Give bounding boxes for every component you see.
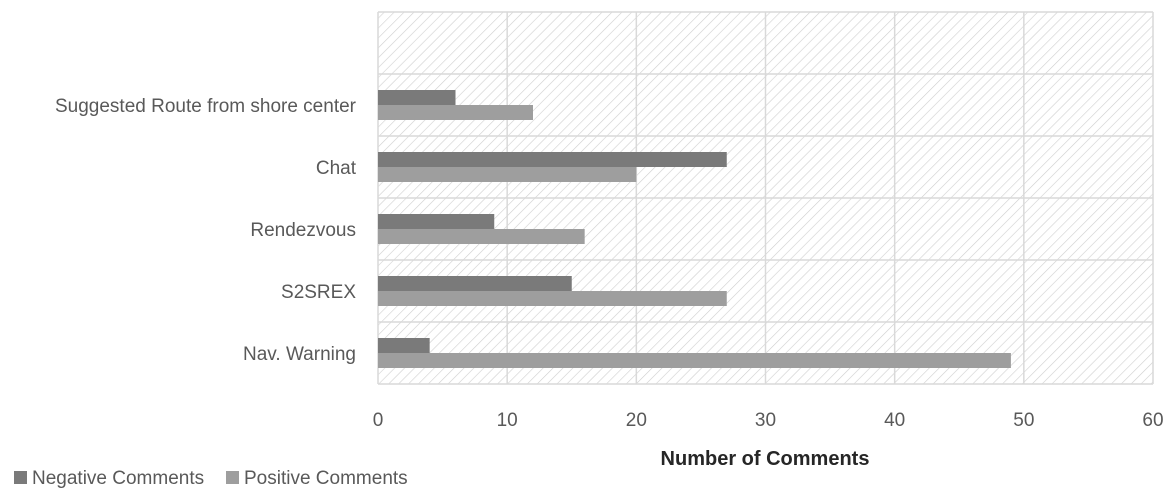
legend-swatch — [14, 471, 27, 484]
legend-label: Positive Comments — [244, 468, 408, 489]
bar-negative — [378, 338, 430, 353]
bar-negative — [378, 90, 456, 105]
category-label: S2SREX — [281, 282, 356, 303]
bar-negative — [378, 214, 495, 229]
category-label: Suggested Route from shore center — [55, 96, 357, 117]
bar-negative — [378, 152, 727, 167]
x-tick-label: 20 — [626, 410, 647, 431]
category-labels: Nav. Warning S2SREX Rendezvous Chat Suggeste… — [55, 96, 357, 365]
bar-positive — [378, 105, 533, 120]
bar-positive — [378, 167, 637, 182]
x-tick-label: 50 — [1013, 410, 1034, 431]
x-tick-label: 10 — [497, 410, 518, 431]
x-tick-label: 40 — [884, 410, 905, 431]
legend: Negative Comments Positive Comments — [14, 468, 408, 489]
bar-positive — [378, 353, 1011, 368]
x-tick-labels: 0 10 20 30 40 50 60 — [373, 410, 1164, 431]
x-tick-label: 60 — [1142, 410, 1163, 431]
bar-positive — [378, 229, 585, 244]
x-tick-label: 0 — [373, 410, 384, 431]
legend-label: Negative Comments — [32, 468, 204, 489]
legend-swatch — [226, 471, 239, 484]
bar-positive — [378, 291, 727, 306]
gridlines — [377, 11, 1154, 385]
bars — [378, 90, 1011, 368]
category-label: Nav. Warning — [243, 344, 356, 365]
x-tick-label: 30 — [755, 410, 776, 431]
category-label: Rendezvous — [250, 220, 356, 241]
x-axis-title: Number of Comments — [661, 448, 870, 470]
bar-negative — [378, 276, 572, 291]
category-label: Chat — [316, 158, 357, 179]
